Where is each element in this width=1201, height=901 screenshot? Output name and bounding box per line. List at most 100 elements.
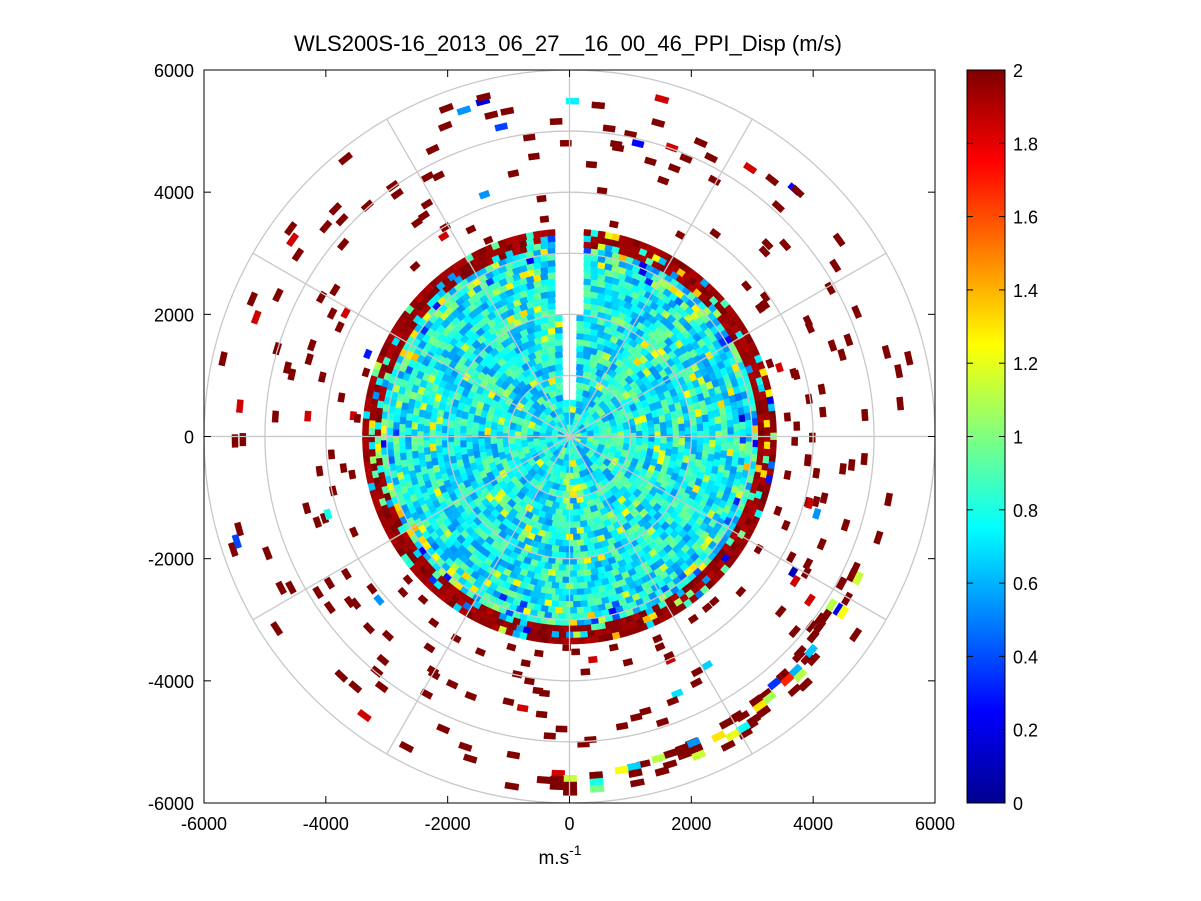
data-cell <box>558 631 567 639</box>
data-cell <box>369 455 377 465</box>
data-cell <box>753 543 764 555</box>
data-cell <box>547 229 556 237</box>
data-cell <box>368 448 376 457</box>
data-cell <box>884 492 894 507</box>
data-cell <box>666 434 674 443</box>
data-cell <box>648 434 655 443</box>
data-cell <box>720 421 728 430</box>
data-cell <box>411 414 419 423</box>
data-cell <box>783 470 792 481</box>
data-cell <box>770 425 777 434</box>
data-cell <box>471 436 479 445</box>
data-cell <box>743 161 758 175</box>
data-cell <box>739 443 747 452</box>
data-cell <box>580 668 591 676</box>
data-cell <box>827 339 838 352</box>
data-cell <box>456 105 472 116</box>
data-cell <box>756 457 764 466</box>
data-cell <box>762 455 770 465</box>
data-cell <box>585 160 598 169</box>
data-cell <box>576 344 585 353</box>
data-cell <box>554 332 563 340</box>
data-cell <box>436 723 451 735</box>
y-axis: 6000 4000 2000 0 -2000 -4000 -6000 <box>148 61 935 814</box>
data-cell <box>657 175 670 186</box>
data-cell <box>576 637 585 645</box>
data-cell <box>417 438 424 446</box>
data-cell <box>751 425 759 434</box>
data-cell <box>766 468 775 477</box>
data-cell <box>572 594 581 602</box>
data-cell <box>484 427 491 435</box>
colorbar-tick-label: 1.6 <box>1013 208 1038 228</box>
data-cell <box>329 283 341 297</box>
data-cell <box>660 428 668 437</box>
data-cell <box>334 321 345 334</box>
data-cell <box>762 412 771 421</box>
data-cell <box>404 441 412 450</box>
data-cell <box>758 436 765 445</box>
data-cell <box>701 602 713 613</box>
data-cell <box>571 648 581 656</box>
data-cell <box>302 502 312 515</box>
data-cell <box>484 110 499 120</box>
colorbar: 2 1.8 1.6 1.4 1.2 1 0.8 0.6 0.4 0.2 0 <box>966 61 1038 814</box>
data-cell <box>362 621 376 635</box>
x-axis-label-exponent: -1 <box>569 842 582 858</box>
data-cell <box>368 412 377 421</box>
data-cell <box>714 445 722 454</box>
data-cell <box>554 576 563 584</box>
data-cell <box>738 450 746 459</box>
data-cell <box>677 444 686 454</box>
data-cell <box>765 358 775 369</box>
data-cell <box>471 428 479 437</box>
data-cell <box>536 775 551 785</box>
colorbar-tick-label: 1.4 <box>1013 281 1038 301</box>
data-cell <box>583 259 592 267</box>
data-cell <box>579 594 589 602</box>
data-cell <box>576 357 585 365</box>
data-cell <box>364 468 373 477</box>
data-cell <box>758 245 771 258</box>
data-cell <box>741 280 752 292</box>
data-cell <box>362 446 370 456</box>
data-cell <box>234 521 244 537</box>
data-cell <box>535 710 548 719</box>
data-cell <box>236 399 244 413</box>
data-cell <box>291 247 305 262</box>
data-cell <box>478 423 486 432</box>
data-cell <box>362 417 370 427</box>
data-cell <box>460 446 468 456</box>
data-cell <box>348 469 357 480</box>
data-cell <box>409 260 421 272</box>
data-cell <box>709 439 716 448</box>
data-cell <box>304 410 312 422</box>
data-cell <box>774 362 784 373</box>
data-cell <box>270 621 284 637</box>
data-cell <box>787 683 802 698</box>
data-cell <box>375 407 383 416</box>
data-cell <box>671 417 679 427</box>
data-cell <box>435 438 443 446</box>
data-cell <box>790 184 805 199</box>
data-cell <box>561 405 570 413</box>
data-cell <box>532 230 542 239</box>
data-cell <box>678 430 686 439</box>
data-cell <box>453 444 462 454</box>
data-cell <box>561 509 570 517</box>
data-cell <box>551 563 560 571</box>
data-cell <box>714 416 722 425</box>
data-cell <box>323 576 336 590</box>
data-cell <box>761 405 770 414</box>
data-cell <box>447 434 455 443</box>
data-cell <box>824 281 836 296</box>
data-cell <box>713 452 722 461</box>
data-cell <box>847 459 856 471</box>
data-cell <box>239 433 247 447</box>
data-cell <box>398 740 415 754</box>
data-cell <box>687 613 699 625</box>
data-cell <box>873 530 884 545</box>
data-cell <box>735 586 747 598</box>
data-cell <box>788 624 801 639</box>
data-cell <box>572 533 581 541</box>
